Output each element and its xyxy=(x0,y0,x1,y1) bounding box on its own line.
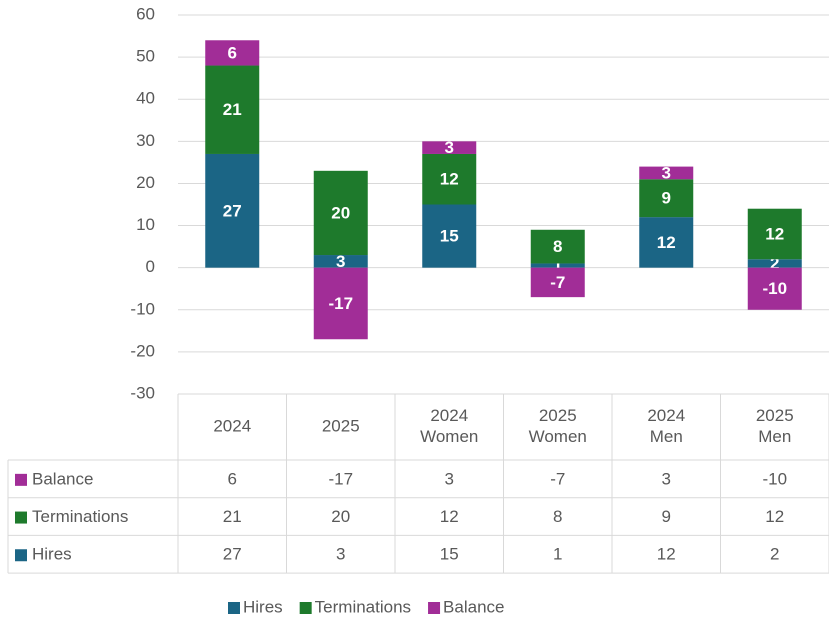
table-cell: 8 xyxy=(553,507,562,526)
x-tick-label: 2025 xyxy=(322,416,360,435)
y-tick-label: -30 xyxy=(130,383,155,402)
y-tick-label: -10 xyxy=(130,299,155,318)
data-label: 3 xyxy=(336,252,345,271)
bar-segment xyxy=(313,267,368,340)
bar-segment xyxy=(422,204,477,268)
data-label: -17 xyxy=(328,294,353,313)
label-line: Men xyxy=(650,427,683,446)
table-cell: -10 xyxy=(762,469,787,488)
bar-segment xyxy=(530,263,585,268)
row-label: Terminations xyxy=(32,507,128,526)
y-tick-label: 30 xyxy=(136,131,155,150)
table-cell: 12 xyxy=(440,507,459,526)
data-label: 3 xyxy=(662,163,671,182)
table-cell: 1 xyxy=(553,545,562,564)
y-tick-label: 10 xyxy=(136,215,155,234)
y-tick-label: 60 xyxy=(136,4,155,23)
table-cell: 6 xyxy=(228,469,237,488)
legend-label: Hires xyxy=(243,597,283,616)
bar-segment xyxy=(422,153,477,205)
x-tick-label: 2024 xyxy=(213,416,251,435)
x-tick-label: 2024 Women xyxy=(420,406,478,446)
data-label: 9 xyxy=(662,189,671,208)
y-tick-label: 40 xyxy=(136,89,155,108)
legend-label: Terminations xyxy=(315,597,411,616)
table-cell: 21 xyxy=(223,507,242,526)
bar-segment xyxy=(313,255,368,268)
bar-segment xyxy=(747,259,802,268)
data-label: 15 xyxy=(440,227,459,246)
legend-key xyxy=(228,602,240,614)
table-cell: 12 xyxy=(657,545,676,564)
bar-segment xyxy=(205,40,260,66)
x-tick-label: 2025 Women xyxy=(529,406,587,446)
legend-key xyxy=(15,473,27,486)
label-line: 2025 xyxy=(539,406,577,425)
label-line: 2024 xyxy=(430,406,468,425)
data-label: 20 xyxy=(331,203,350,222)
label-line: Men xyxy=(758,427,791,446)
data-label: 27 xyxy=(223,201,242,220)
table-cell: 2 xyxy=(770,545,779,564)
data-label: -7 xyxy=(550,273,565,292)
bar-segment xyxy=(422,141,477,154)
data-label: -10 xyxy=(762,279,787,298)
bar-segment xyxy=(639,217,694,268)
x-tick-label: 2024 Men xyxy=(647,406,685,446)
data-label: 3 xyxy=(445,138,454,157)
data-label: 1 xyxy=(553,256,562,275)
bar-segment xyxy=(205,153,260,268)
bar-segment xyxy=(313,170,368,256)
bar-segment xyxy=(205,65,260,154)
table-cell: 15 xyxy=(440,545,459,564)
table-cell: -7 xyxy=(550,469,565,488)
y-tick-label: 50 xyxy=(136,47,155,66)
y-tick-label: 20 xyxy=(136,173,155,192)
table-cell: 3 xyxy=(336,545,345,564)
data-label: 21 xyxy=(223,100,242,119)
y-tick-label: 0 xyxy=(146,257,155,276)
legend-key xyxy=(15,549,27,562)
bar-segment xyxy=(639,179,694,218)
data-label: 2 xyxy=(770,254,779,273)
legend-key xyxy=(299,602,312,614)
row-label: Hires xyxy=(32,545,72,564)
table-cell: 12 xyxy=(765,507,784,526)
table-cell: 27 xyxy=(223,545,242,564)
table-cell: 3 xyxy=(662,469,671,488)
table-cell: -17 xyxy=(328,469,353,488)
bar-segment xyxy=(747,208,802,260)
data-label: 12 xyxy=(765,224,784,243)
bar-segment xyxy=(530,229,585,264)
legend-key xyxy=(428,602,441,614)
x-tick-label: 2025 Men xyxy=(756,406,794,446)
bar-segment xyxy=(747,267,802,310)
table-cell: 20 xyxy=(331,507,350,526)
label-line: 2024 xyxy=(647,406,685,425)
legend-label: Balance xyxy=(443,597,504,616)
label-line: Women xyxy=(420,427,478,446)
data-label: 8 xyxy=(553,237,562,256)
data-label: 12 xyxy=(657,233,676,252)
row-label: Balance xyxy=(32,469,93,488)
label-line: Women xyxy=(529,427,587,446)
data-label: 6 xyxy=(228,43,237,62)
bar-segment xyxy=(530,267,585,298)
data-label: 12 xyxy=(440,170,459,189)
table-cell: 3 xyxy=(445,469,454,488)
y-tick-label: -20 xyxy=(130,341,155,360)
table-cell: 9 xyxy=(662,507,671,526)
label-line: 2025 xyxy=(756,406,794,425)
legend-key xyxy=(15,511,27,524)
bar-segment xyxy=(639,166,694,180)
